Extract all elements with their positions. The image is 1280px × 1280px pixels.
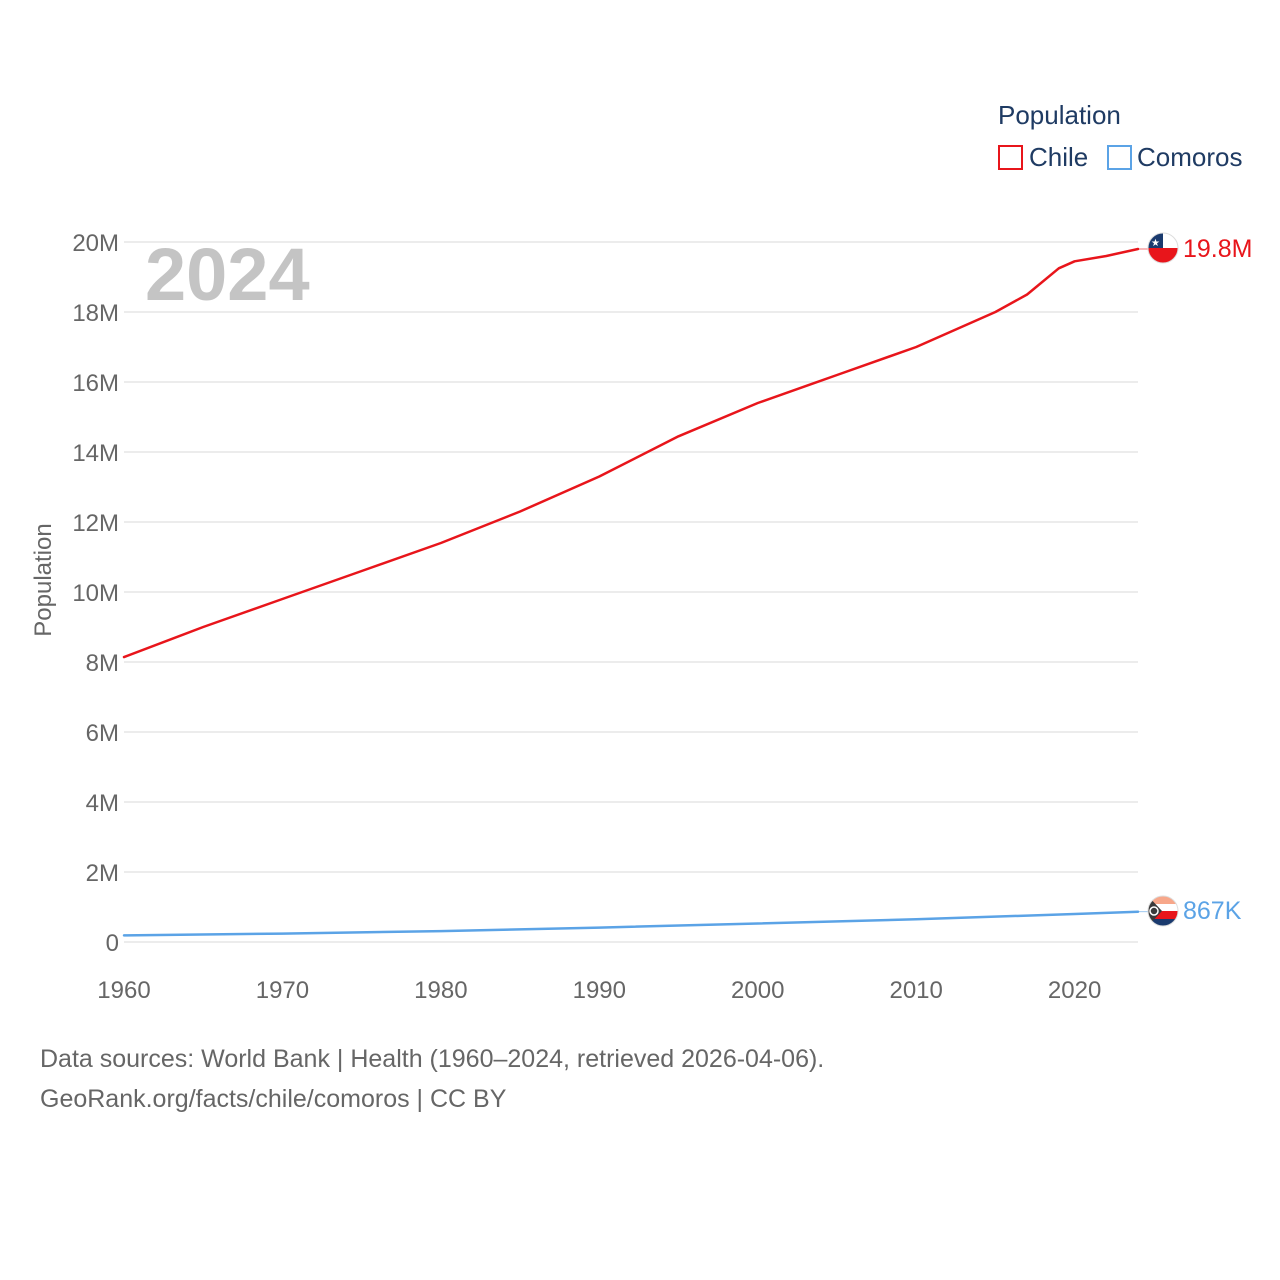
x-tick-label: 2020 <box>1048 977 1101 1004</box>
end-markers: ★ <box>1147 232 1179 927</box>
y-tick-label: 2M <box>86 860 119 887</box>
y-tick-label: 10M <box>72 580 119 607</box>
series-lines <box>122 247 1148 937</box>
y-tick-label: 20M <box>72 230 119 257</box>
comoros-end-label: 867K <box>1183 897 1242 925</box>
x-axis-ticks: 1960 1970 1980 1990 2000 2010 2020 <box>97 977 1101 1004</box>
year-label: 2024 <box>145 233 310 316</box>
legend-item-chile[interactable]: Chile <box>998 142 1088 172</box>
y-tick-label: 12M <box>72 510 119 537</box>
legend-item-comoros[interactable]: Comoros <box>1107 142 1242 172</box>
x-tick-label: 1990 <box>573 977 626 1004</box>
y-tick-label: 4M <box>86 790 119 817</box>
x-tick-label: 2010 <box>889 977 942 1004</box>
legend-title: Population <box>998 100 1121 130</box>
x-tick-label: 1980 <box>414 977 467 1004</box>
legend-label-comoros: Comoros <box>1137 142 1242 172</box>
chile-end-label: 19.8M <box>1183 235 1252 263</box>
source-link[interactable]: GeoRank.org/facts/chile/comoros | CC BY <box>40 1085 507 1113</box>
y-axis-ticks: 0 2M 4M 6M 8M 10M 12M 14M 16M 18M 20M <box>72 230 119 957</box>
y-tick-label: 8M <box>86 650 119 677</box>
y-tick-label: 16M <box>72 370 119 397</box>
y-tick-label: 6M <box>86 720 119 747</box>
x-tick-label: 1960 <box>97 977 150 1004</box>
legend-swatch-chile <box>998 145 1023 170</box>
series-line-chile[interactable] <box>122 247 1140 659</box>
legend-swatch-comoros <box>1107 145 1132 170</box>
legend-label-chile: Chile <box>1029 142 1088 172</box>
comoros-flag-icon <box>1147 895 1179 927</box>
legend: Population Chile Comoros <box>998 100 1242 172</box>
svg-text:★: ★ <box>1151 238 1160 249</box>
x-tick-label: 1970 <box>256 977 309 1004</box>
gridlines <box>124 241 1138 943</box>
end-labels: 19.8M 867K <box>1183 235 1252 925</box>
x-tick-label: 2000 <box>731 977 784 1004</box>
y-tick-label: 18M <box>72 300 119 327</box>
y-axis-title: Population <box>30 523 57 636</box>
y-tick-label: 14M <box>72 440 119 467</box>
series-line-comoros[interactable] <box>122 910 1140 937</box>
chile-flag-icon: ★ <box>1147 232 1179 264</box>
source-text: Data sources: World Bank | Health (1960–… <box>40 1045 825 1073</box>
y-tick-label: 0 <box>106 930 119 957</box>
